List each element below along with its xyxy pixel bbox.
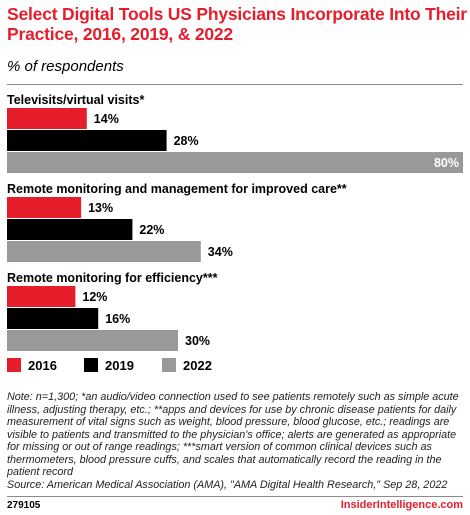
chart-id: 279105 xyxy=(7,500,41,511)
bar-2019 xyxy=(7,130,167,151)
bar-2022 xyxy=(7,152,463,173)
legend-item-2016: 2016 xyxy=(7,358,57,373)
data-label-2022: 80% xyxy=(434,156,459,170)
note-text: Note: n=1,300; *an audio/video connectio… xyxy=(7,391,459,478)
data-label-2022: 30% xyxy=(185,334,210,348)
legend-swatch-2016 xyxy=(7,358,21,372)
data-label-2019: 22% xyxy=(139,223,164,237)
category-label: Televisits/virtual visits* xyxy=(7,93,144,107)
bar-2016 xyxy=(7,108,87,129)
data-label-2019: 28% xyxy=(174,134,199,148)
bottom-divider xyxy=(7,496,463,497)
legend-label-2019: 2019 xyxy=(105,358,134,373)
chart-subtitle: % of respondents xyxy=(7,58,124,75)
legend-label-2022: 2022 xyxy=(183,358,212,373)
bar-2022 xyxy=(7,330,178,351)
bar-2022 xyxy=(7,241,201,262)
bar-2019 xyxy=(7,308,99,329)
legend-swatch-2019 xyxy=(84,358,98,372)
legend-item-2022: 2022 xyxy=(162,358,212,373)
legend-label-2016: 2016 xyxy=(28,358,57,373)
data-label-2016: 12% xyxy=(82,290,107,304)
data-label-2016: 13% xyxy=(88,201,113,215)
source-text: Source: American Medical Association (AM… xyxy=(7,478,448,491)
data-label-2016: 14% xyxy=(94,112,119,126)
data-label-2022: 34% xyxy=(208,245,233,259)
bar-chart: Televisits/virtual visits* 14% 28% 80% Remot… xyxy=(7,93,463,351)
chart-notes: Note: n=1,300; *an audio/video connectio… xyxy=(7,391,465,491)
legend-swatch-2022 xyxy=(162,358,176,372)
bar-2016 xyxy=(7,286,76,307)
legend-item-2019: 2019 xyxy=(84,358,134,373)
category-label: Remote monitoring and management for imp… xyxy=(7,182,347,196)
category-label: Remote monitoring for efficiency*** xyxy=(7,271,218,285)
data-label-2019: 16% xyxy=(105,312,130,326)
brand-logo: InsiderIntelligence.com xyxy=(340,499,463,511)
top-divider xyxy=(7,84,463,85)
bar-2016 xyxy=(7,197,82,218)
chart-title: Select Digital Tools US Physicians Incor… xyxy=(7,4,467,44)
bar-2019 xyxy=(7,219,133,240)
